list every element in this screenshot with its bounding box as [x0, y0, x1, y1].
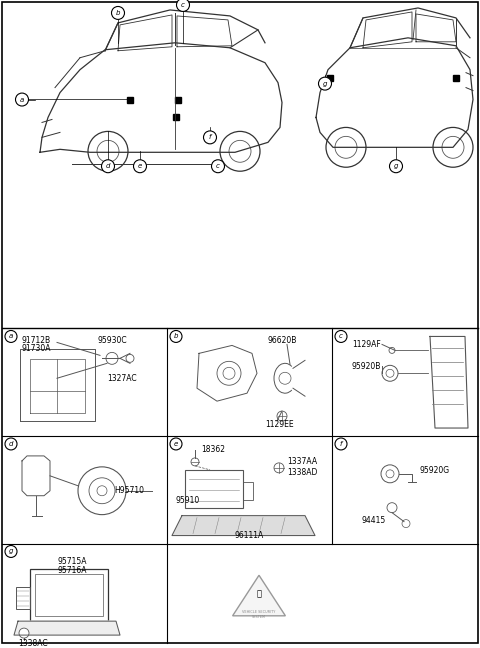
Circle shape: [442, 136, 464, 158]
Text: a: a: [20, 97, 24, 102]
Circle shape: [326, 128, 366, 167]
Text: b: b: [116, 10, 120, 16]
Text: 1129EE: 1129EE: [265, 419, 294, 428]
Circle shape: [170, 330, 182, 342]
Circle shape: [387, 503, 397, 513]
Circle shape: [319, 77, 332, 90]
Text: c: c: [216, 163, 220, 169]
Polygon shape: [233, 575, 286, 616]
Text: e: e: [138, 163, 142, 169]
Circle shape: [212, 160, 225, 173]
Text: 95930C: 95930C: [98, 336, 128, 345]
Circle shape: [191, 458, 199, 466]
Circle shape: [204, 131, 216, 144]
Circle shape: [101, 160, 115, 173]
Circle shape: [89, 478, 115, 503]
Text: 91730A: 91730A: [22, 344, 51, 353]
Text: f: f: [209, 134, 211, 141]
Polygon shape: [172, 516, 315, 535]
Bar: [243, 482, 253, 500]
Text: a: a: [9, 334, 13, 340]
Text: 94415: 94415: [362, 516, 386, 525]
Circle shape: [274, 463, 284, 473]
Circle shape: [5, 330, 17, 342]
Bar: [175, 97, 181, 102]
Circle shape: [402, 520, 410, 527]
Text: 1327AC: 1327AC: [107, 374, 137, 383]
Circle shape: [220, 132, 260, 171]
Text: SYSTEM: SYSTEM: [252, 615, 266, 619]
Circle shape: [5, 546, 17, 557]
Circle shape: [381, 465, 399, 483]
Circle shape: [389, 160, 403, 173]
Circle shape: [229, 141, 251, 162]
Text: H95710: H95710: [114, 486, 144, 495]
Bar: [16, 587, 30, 609]
Text: f: f: [340, 441, 342, 447]
Circle shape: [386, 470, 394, 478]
Circle shape: [223, 367, 235, 379]
Bar: [173, 115, 179, 121]
Text: 95715A: 95715A: [57, 557, 86, 566]
Circle shape: [97, 141, 119, 162]
Bar: [30, 570, 108, 621]
Text: VEHICLE SECURITY: VEHICLE SECURITY: [242, 610, 276, 614]
Circle shape: [177, 0, 190, 12]
Text: 91712B: 91712B: [22, 336, 51, 345]
Text: 95920G: 95920G: [420, 467, 450, 476]
Text: 1129AF: 1129AF: [352, 340, 381, 349]
Circle shape: [97, 486, 107, 496]
Text: 🚗: 🚗: [256, 590, 262, 599]
Polygon shape: [14, 621, 120, 635]
Text: 95920B: 95920B: [352, 362, 382, 371]
Text: c: c: [339, 334, 343, 340]
Circle shape: [106, 353, 118, 364]
Text: 1337AA: 1337AA: [287, 457, 317, 467]
Text: 1338AC: 1338AC: [18, 638, 48, 647]
Text: d: d: [9, 441, 13, 447]
Text: d: d: [106, 163, 110, 169]
Circle shape: [335, 438, 347, 450]
Text: 96620B: 96620B: [267, 336, 296, 345]
Text: c: c: [181, 2, 185, 8]
Circle shape: [335, 136, 357, 158]
Text: g: g: [9, 548, 13, 555]
Circle shape: [111, 6, 124, 19]
Text: 95716A: 95716A: [57, 566, 86, 575]
Bar: [35, 574, 103, 616]
Circle shape: [386, 369, 394, 377]
Circle shape: [382, 365, 398, 381]
Circle shape: [88, 132, 128, 171]
Text: b: b: [174, 334, 178, 340]
Circle shape: [126, 354, 134, 362]
Circle shape: [279, 373, 291, 384]
Circle shape: [277, 411, 287, 421]
Circle shape: [78, 467, 126, 515]
Bar: [327, 75, 333, 80]
Circle shape: [19, 628, 29, 638]
Text: g: g: [394, 163, 398, 169]
Text: 18362: 18362: [201, 445, 225, 454]
Circle shape: [170, 438, 182, 450]
Text: 95910: 95910: [175, 496, 199, 505]
Circle shape: [335, 330, 347, 342]
Circle shape: [5, 438, 17, 450]
Bar: [185, 470, 243, 507]
Text: e: e: [174, 441, 178, 447]
Bar: [453, 75, 459, 80]
Text: 1338AD: 1338AD: [287, 469, 317, 478]
Circle shape: [433, 128, 473, 167]
Bar: [127, 97, 133, 102]
Circle shape: [217, 362, 241, 385]
Text: g: g: [323, 80, 327, 87]
Circle shape: [15, 93, 28, 106]
Circle shape: [133, 160, 146, 173]
Circle shape: [389, 347, 395, 353]
Text: 96111A: 96111A: [234, 531, 264, 540]
